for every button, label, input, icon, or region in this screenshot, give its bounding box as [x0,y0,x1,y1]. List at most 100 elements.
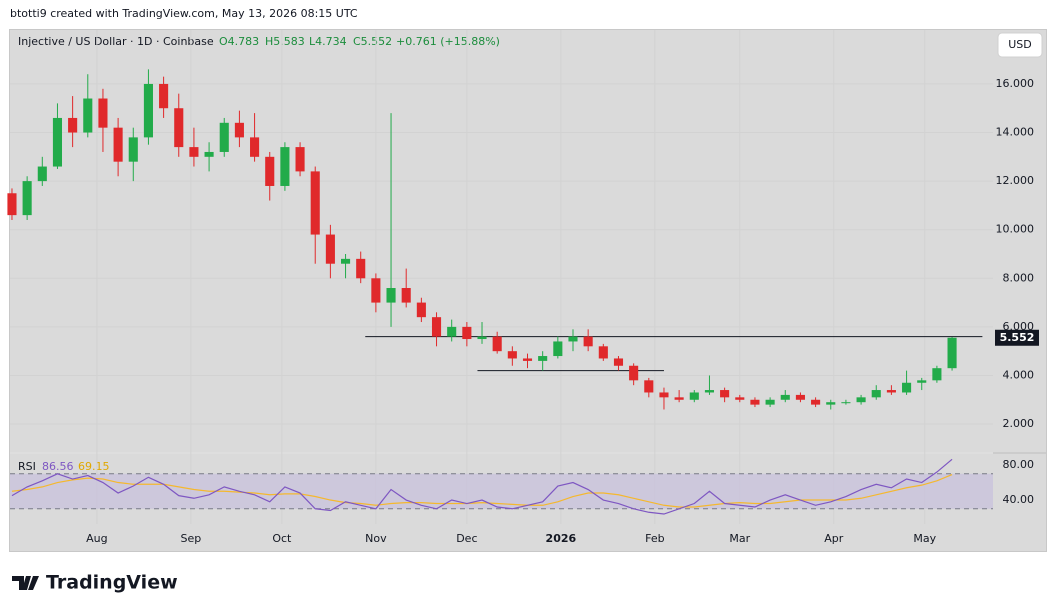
candle-body [917,380,927,383]
symbol: Injective / US Dollar · 1D · Coinbase [18,35,214,48]
candle-body [98,98,108,128]
brand-logo [12,576,39,590]
x-tick-label: Dec [456,532,477,545]
candle-body [477,336,487,340]
candle-body [174,108,184,148]
candle-body [553,341,563,357]
candle-body [947,337,957,369]
candle-body [37,166,47,182]
candle-body [659,392,669,398]
candle-body [431,317,442,337]
y-tick-label: 2.000 [1003,417,1035,430]
ohlc-open: O4.783 [219,35,259,48]
candle-body [720,390,730,398]
candle-body [735,397,745,400]
y-tick-label: 14.000 [996,126,1035,139]
candle-body [113,127,123,162]
candle-body [295,147,305,172]
brand-name: TradingView [46,572,178,594]
candle-body [674,397,684,400]
candle-body [371,278,381,303]
currency-button[interactable] [997,32,1043,58]
ohlc-close: C5.552 [353,35,392,48]
x-tick-label: Feb [645,532,664,545]
candle-body [341,258,351,264]
rsi-tick-label: 40.00 [1003,493,1035,506]
credit: btotti9 created with TradingView.com, Ma… [10,7,358,20]
candle-body [780,394,790,400]
ohlc-low: L4.734 [309,35,347,48]
candle-body [447,326,457,337]
y-tick-label: 6.000 [1003,320,1035,333]
candle-body [811,399,821,405]
price-pane [10,30,993,452]
candle-body [704,390,715,393]
candle-body [280,147,290,186]
ohlc-high: H5.583 [265,35,305,48]
y-tick-label: 8.000 [1003,271,1035,284]
x-tick-label: Aug [86,532,107,545]
candle-body [538,356,548,361]
y-tick-label: 10.000 [996,223,1035,236]
x-tick-label: Mar [729,532,750,545]
candle-body [492,336,502,352]
candle-body [128,137,138,162]
rsi-label: RSI [18,460,36,473]
candle-body [765,399,775,405]
rsi-line [11,473,953,508]
rsi-tick-label: 80.00 [1003,458,1035,471]
last-price-box [995,329,1039,346]
x-tick-label: May [913,532,936,545]
candle-body [143,83,153,138]
x-tick-label: Oct [272,532,292,545]
y-tick-label: 16.000 [996,77,1035,90]
candle-body [522,358,533,361]
currency[interactable]: USD [1008,38,1032,51]
candle-body [871,390,881,398]
candle-body [204,151,214,157]
candle-body [386,288,396,303]
candle-body [250,137,260,157]
rsi-line [11,458,953,515]
candle-body [401,288,411,303]
candle-body [7,193,17,216]
candle-body [856,397,866,403]
candle-body [310,171,320,235]
candle-body [644,380,654,393]
candle-body [189,147,199,157]
candle-body [507,351,517,359]
candle-body [902,382,912,393]
candle-body [598,346,608,359]
ohlc-change: +0.761 (+15.88%) [396,35,500,48]
candle-body [629,365,639,381]
price-axis [993,30,1046,551]
candle-body [462,326,472,340]
time-axis [10,525,993,551]
candle-body [83,98,93,133]
candle-body [416,302,426,318]
candle-body [583,336,593,347]
candle-body [613,358,624,366]
candle-body [568,336,578,342]
candle-body [826,402,836,405]
x-tick-label: Nov [365,532,387,545]
x-tick-label: 2026 [546,532,577,545]
candle-body [750,399,760,405]
candle-body [234,122,244,138]
candle-body [159,83,169,109]
candle-body [265,156,275,186]
candle-body [325,234,335,264]
candle-body [689,392,699,400]
y-tick-label: 12.000 [996,174,1035,187]
candle-body [886,390,896,393]
candle-body [22,181,32,216]
x-tick-label: Sep [181,532,202,545]
candle-body [795,394,805,400]
rsi-value: 86.56 [42,460,74,473]
rsi-ma-value: 69.15 [78,460,110,473]
candle-body [841,402,851,404]
candle-body [932,368,942,381]
last-price-label: 5.552 [1000,331,1035,344]
